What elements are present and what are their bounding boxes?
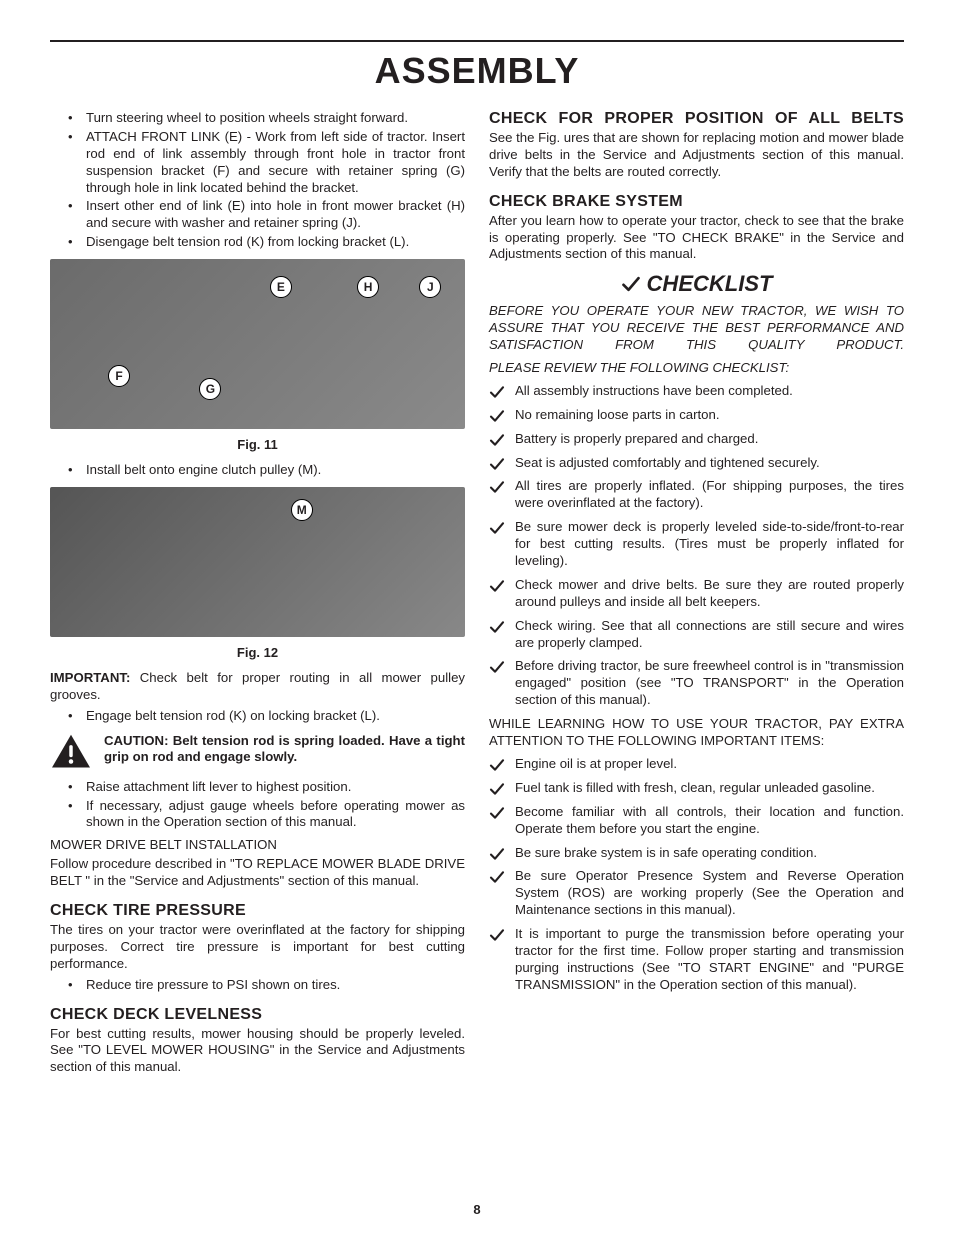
important-label: IMPORTANT: (50, 670, 130, 685)
checklist-item: Fuel tank is filled with fresh, clean, r… (489, 780, 904, 797)
check-icon (489, 578, 505, 594)
checklist-item: Seat is adjusted comfortably and tighten… (489, 455, 904, 472)
right-column: CHECK FOR PROPER POSITION OF ALL BELTS S… (489, 110, 904, 1080)
step-item: ATTACH FRONT LINK (E) - Work from left s… (50, 129, 465, 197)
checklist-item-text: Fuel tank is filled with fresh, clean, r… (515, 780, 875, 795)
callout-E: E (270, 276, 292, 298)
checklist-item: Check wiring. See that all connections a… (489, 618, 904, 652)
step-item: Raise attachment lift lever to highest p… (50, 779, 465, 796)
step-item: Disengage belt tension rod (K) from lock… (50, 234, 465, 251)
callout-J: J (419, 276, 441, 298)
checklist-item: Become familiar with all controls, their… (489, 804, 904, 838)
important-paragraph: IMPORTANT: Check belt for proper routing… (50, 670, 465, 704)
caution-text: CAUTION: Belt tension rod is spring load… (104, 733, 465, 766)
checklist-item-text: It is important to purge the transmissio… (515, 926, 904, 992)
checklist-item-text: Check mower and drive belts. Be sure the… (515, 577, 904, 609)
check-icon (489, 757, 505, 773)
callout-G: G (199, 378, 221, 400)
steps-list-4: Raise attachment lift lever to highest p… (50, 779, 465, 832)
checklist-title: CHECKLIST (489, 271, 904, 297)
belts-body: See the Fig. ures that are shown for rep… (489, 130, 904, 181)
checklist-item-text: Be sure mower deck is properly leveled s… (515, 519, 904, 568)
checklist-item: It is important to purge the transmissio… (489, 926, 904, 994)
step-item: Insert other end of link (E) into hole i… (50, 198, 465, 232)
callout-H: H (357, 276, 379, 298)
mid-note: WHILE LEARNING HOW TO USE YOUR TRACTOR, … (489, 716, 904, 750)
checklist-item-text: Be sure Operator Presence System and Rev… (515, 868, 904, 917)
brake-heading: CHECK BRAKE SYSTEM (489, 193, 904, 211)
figure-11-caption: Fig. 11 (50, 437, 465, 452)
brake-body: After you learn how to operate your trac… (489, 213, 904, 264)
check-icon (489, 659, 505, 675)
figure-12-image: M (50, 487, 465, 637)
warning-icon (50, 733, 92, 771)
check-icon (489, 479, 505, 495)
checklist-list-2: Engine oil is at proper level. Fuel tank… (489, 756, 904, 994)
check-icon (489, 456, 505, 472)
checklist-item-text: Check wiring. See that all connections a… (515, 618, 904, 650)
check-icon (489, 408, 505, 424)
step-item: Reduce tire pressure to PSI shown on tir… (50, 977, 465, 994)
figure-12-caption: Fig. 12 (50, 645, 465, 660)
belts-heading: CHECK FOR PROPER POSITION OF ALL BELTS (489, 110, 904, 128)
check-icon (489, 384, 505, 400)
steps-list-1: Turn steering wheel to position wheels s… (50, 110, 465, 251)
figure-11-image: E H J F G (50, 259, 465, 429)
tire-bullets: Reduce tire pressure to PSI shown on tir… (50, 977, 465, 994)
check-icon (489, 781, 505, 797)
checklist-item-text: Battery is properly prepared and charged… (515, 431, 758, 446)
checklist-item: Be sure brake system is in safe operatin… (489, 845, 904, 862)
check-icon (489, 846, 505, 862)
checklist-item-text: No remaining loose parts in carton. (515, 407, 720, 422)
checklist-item: All assembly instructions have been comp… (489, 383, 904, 400)
check-icon (621, 274, 641, 294)
checklist-item: Battery is properly prepared and charged… (489, 431, 904, 448)
check-icon (489, 619, 505, 635)
checklist-list-1: All assembly instructions have been comp… (489, 383, 904, 709)
left-column: Turn steering wheel to position wheels s… (50, 110, 465, 1080)
checklist-item: Check mower and drive belts. Be sure the… (489, 577, 904, 611)
step-item: Turn steering wheel to position wheels s… (50, 110, 465, 127)
caution-box: CAUTION: Belt tension rod is spring load… (50, 733, 465, 771)
checklist-review-line: PLEASE REVIEW THE FOLLOWING CHECKLIST: (489, 360, 904, 377)
checklist-item-text: Before driving tractor, be sure freewhee… (515, 658, 904, 707)
step-item: Install belt onto engine clutch pulley (… (50, 462, 465, 479)
mower-install-heading: MOWER DRIVE BELT INSTALLATION (50, 837, 465, 854)
page-title: ASSEMBLY (50, 50, 904, 92)
tire-heading: CHECK TIRE PRESSURE (50, 902, 465, 920)
checklist-intro: BEFORE YOU OPERATE YOUR NEW TRACTOR, WE … (489, 303, 904, 354)
check-icon (489, 520, 505, 536)
checklist-item-text: Be sure brake system is in safe operatin… (515, 845, 817, 860)
deck-heading: CHECK DECK LEVELNESS (50, 1006, 465, 1024)
check-icon (489, 927, 505, 943)
top-rule (50, 40, 904, 42)
tire-body: The tires on your tractor were overinfla… (50, 922, 465, 973)
callout-F: F (108, 365, 130, 387)
checklist-item: All tires are properly inflated. (For sh… (489, 478, 904, 512)
callout-M: M (291, 499, 313, 521)
checklist-item-text: Seat is adjusted comfortably and tighten… (515, 455, 820, 470)
steps-list-2: Install belt onto engine clutch pulley (… (50, 462, 465, 479)
deck-body: For best cutting results, mower housing … (50, 1026, 465, 1077)
step-item: If necessary, adjust gauge wheels before… (50, 798, 465, 832)
checklist-item-text: Engine oil is at proper level. (515, 756, 677, 771)
checklist-item: Engine oil is at proper level. (489, 756, 904, 773)
check-icon (489, 432, 505, 448)
page-number: 8 (473, 1202, 480, 1217)
check-icon (489, 805, 505, 821)
checklist-title-text: CHECKLIST (647, 271, 773, 297)
two-column-layout: Turn steering wheel to position wheels s… (50, 110, 904, 1080)
checklist-item-text: All assembly instructions have been comp… (515, 383, 793, 398)
checklist-item-text: Become familiar with all controls, their… (515, 804, 904, 836)
mower-install-body: Follow procedure described in "TO REPLAC… (50, 856, 465, 890)
checklist-item: No remaining loose parts in carton. (489, 407, 904, 424)
checklist-item-text: All tires are properly inflated. (For sh… (515, 478, 904, 510)
checklist-item: Be sure mower deck is properly leveled s… (489, 519, 904, 570)
step-item: Engage belt tension rod (K) on locking b… (50, 708, 465, 725)
checklist-item: Be sure Operator Presence System and Rev… (489, 868, 904, 919)
checklist-item: Before driving tractor, be sure freewhee… (489, 658, 904, 709)
steps-list-3: Engage belt tension rod (K) on locking b… (50, 708, 465, 725)
check-icon (489, 869, 505, 885)
